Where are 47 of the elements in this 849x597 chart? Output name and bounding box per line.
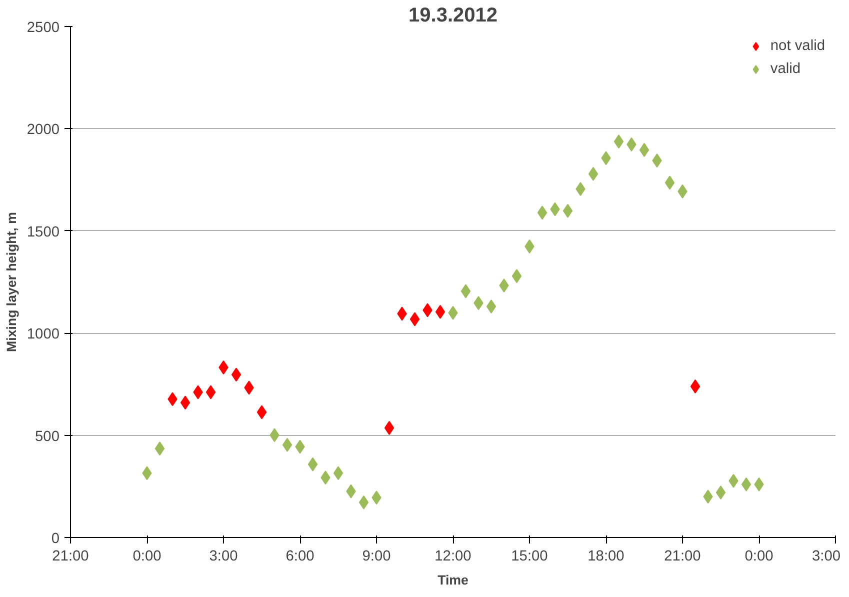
point [410,312,420,326]
x-tick-label: 21:00 [664,548,701,564]
point [716,486,726,500]
y-axis-title: Mixing layer height, m [4,212,19,352]
point [537,206,548,220]
y-tick-label: 2500 [26,20,60,36]
point [333,466,344,480]
point [180,396,190,410]
x-tick-label: 3:00 [209,548,238,564]
y-tick-label: 500 [35,428,60,445]
legend-label: not valid [770,38,825,54]
x-tick-label: 15:00 [511,548,548,564]
point [460,284,471,298]
point [231,368,242,382]
x-tick-label: 21:00 [52,548,89,564]
y-tick-label: 2000 [26,122,60,138]
point [639,142,650,157]
x-axis-title: Time [438,572,468,588]
point [435,304,446,319]
point [154,442,165,456]
point [384,420,394,435]
legend-label: valid [770,61,801,77]
point [562,204,573,218]
point [486,300,496,314]
point [614,134,624,149]
point [206,385,216,400]
y-tick-label: 0 [51,531,60,547]
y-tick-label: 1000 [26,326,60,343]
point [664,176,675,190]
point [358,495,369,510]
x-tick-label: 12:00 [434,548,472,564]
point [256,405,267,420]
point [282,438,292,452]
chart-title: 19.3.2012 [408,4,498,26]
x-tick-label: 6:00 [286,548,314,564]
x-tick-label: 9:00 [362,548,391,564]
y-tick-label: 1500 [26,224,60,240]
x-tick-label: 0:00 [132,548,162,564]
x-tick-label: 18:00 [588,548,624,564]
point [308,457,318,472]
x-tick-label: 3:00 [812,548,841,564]
point [588,166,598,181]
point [576,182,586,196]
point [512,269,522,284]
point [690,379,700,394]
x-tick-label: 0:00 [744,548,774,564]
point [741,477,752,492]
